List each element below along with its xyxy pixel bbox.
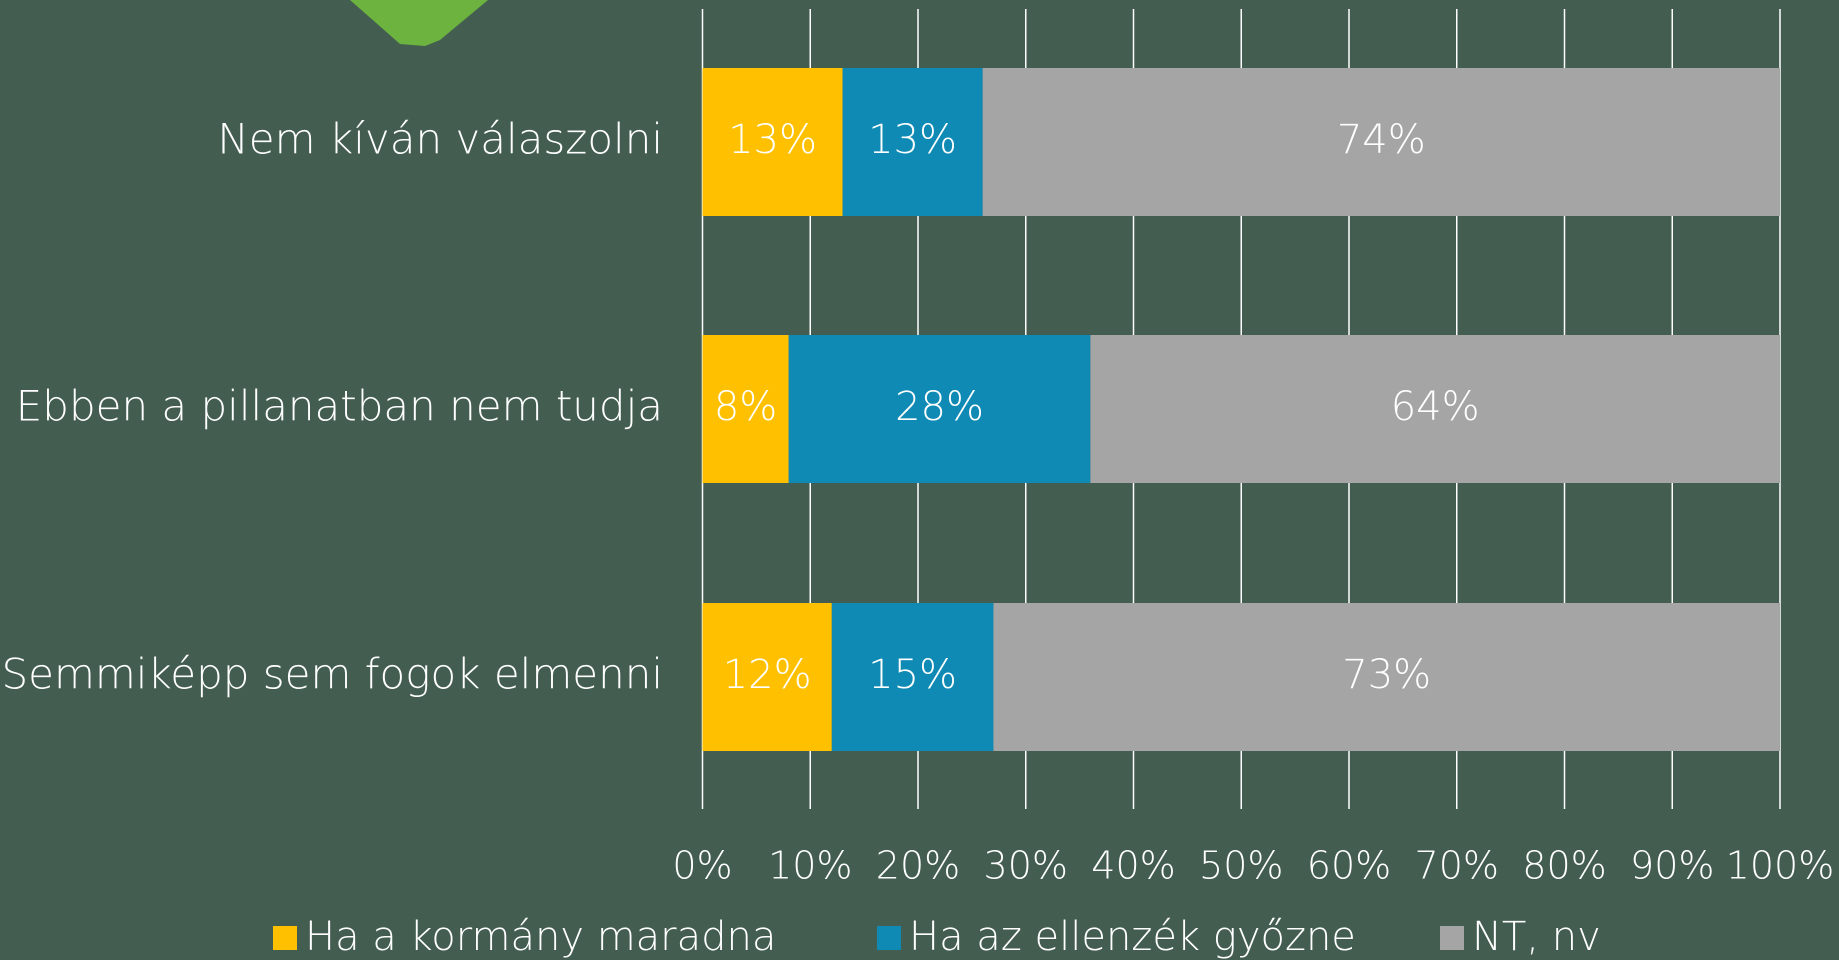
x-tick-label: 70% xyxy=(1415,844,1499,888)
legend-swatch xyxy=(273,926,297,950)
bar-segment xyxy=(982,68,1780,216)
bar-segment xyxy=(993,603,1780,751)
x-tick-label: 80% xyxy=(1522,844,1606,888)
x-tick-label: 10% xyxy=(768,844,852,888)
x-tick-label: 40% xyxy=(1091,844,1175,888)
legend-swatch xyxy=(877,926,901,950)
legend-label: Ha a kormány maradna xyxy=(305,914,776,960)
data-label: 15% xyxy=(868,652,957,698)
category-label: Nem kíván válaszolni xyxy=(217,115,663,164)
x-tick-label: 0% xyxy=(672,844,732,888)
data-label: 13% xyxy=(728,117,817,163)
decoration xyxy=(350,0,488,46)
x-tick-label: 90% xyxy=(1630,844,1714,888)
bar-segment xyxy=(1090,335,1780,483)
data-label: 13% xyxy=(868,117,957,163)
data-label: 12% xyxy=(723,652,812,698)
bar-segment xyxy=(702,335,789,483)
bar-segment xyxy=(831,603,994,751)
x-tick-label: 50% xyxy=(1199,844,1283,888)
bar-segment xyxy=(702,68,843,216)
data-label: 28% xyxy=(895,384,984,430)
category-label: Ebben a pillanatban nem tudja xyxy=(16,382,663,431)
legend-swatch xyxy=(1440,926,1464,950)
category-label: Semmiképp sem fogok elmenni xyxy=(1,650,663,699)
bar-segment xyxy=(842,68,983,216)
x-tick-label: 30% xyxy=(984,844,1068,888)
bar-segment xyxy=(788,335,1091,483)
data-label: 64% xyxy=(1391,384,1480,430)
x-tick-label: 60% xyxy=(1307,844,1391,888)
data-label: 73% xyxy=(1342,652,1431,698)
bar-segment xyxy=(702,603,832,751)
x-tick-label: 20% xyxy=(876,844,960,888)
x-tick-label: 100% xyxy=(1726,844,1835,888)
legend-label: Ha az ellenzék győzne xyxy=(909,914,1356,960)
data-label: 74% xyxy=(1337,117,1426,163)
legend-label: NT, nv xyxy=(1472,914,1601,960)
data-label: 8% xyxy=(714,384,777,430)
